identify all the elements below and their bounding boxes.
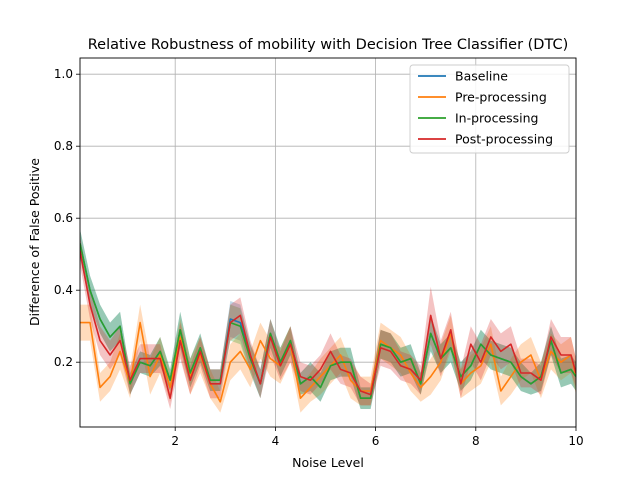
x-tick-label: 8 [472, 434, 480, 448]
x-tick-label: 2 [171, 434, 179, 448]
legend-label-pre-processing: Pre-processing [455, 90, 547, 105]
series-lines [80, 243, 576, 403]
legend-label-baseline: Baseline [455, 69, 508, 84]
y-axis-label: Difference of False Positive [27, 158, 42, 326]
y-axis-ticks: 0.2 0.4 0.6 0.8 1.0 [54, 67, 80, 369]
legend: Baseline Pre-processing In-processing Post-… [409, 64, 570, 154]
legend-box [409, 64, 570, 154]
x-axis-ticks: 2 4 6 8 10 [171, 427, 584, 448]
pre-processing-band [80, 304, 576, 413]
x-tick-label: 10 [568, 434, 583, 448]
x-axis-label: Noise Level [292, 455, 364, 470]
x-tick-label: 6 [372, 434, 380, 448]
post-processing-line [80, 250, 576, 400]
y-tick-label: 0.8 [54, 139, 73, 153]
y-tick-label: 0.4 [54, 283, 73, 297]
chart-title: Relative Robustness of mobility with Dec… [88, 37, 569, 53]
plot-frame [79, 57, 577, 428]
y-tick-label: 0.2 [54, 355, 73, 369]
y-tick-label: 1.0 [54, 67, 73, 81]
x-tick-label: 4 [272, 434, 280, 448]
in-processing-line [80, 243, 576, 400]
y-tick-label: 0.6 [54, 211, 73, 225]
legend-label-post-processing: Post-processing [455, 132, 553, 147]
legend-label-in-processing: In-processing [455, 111, 538, 126]
